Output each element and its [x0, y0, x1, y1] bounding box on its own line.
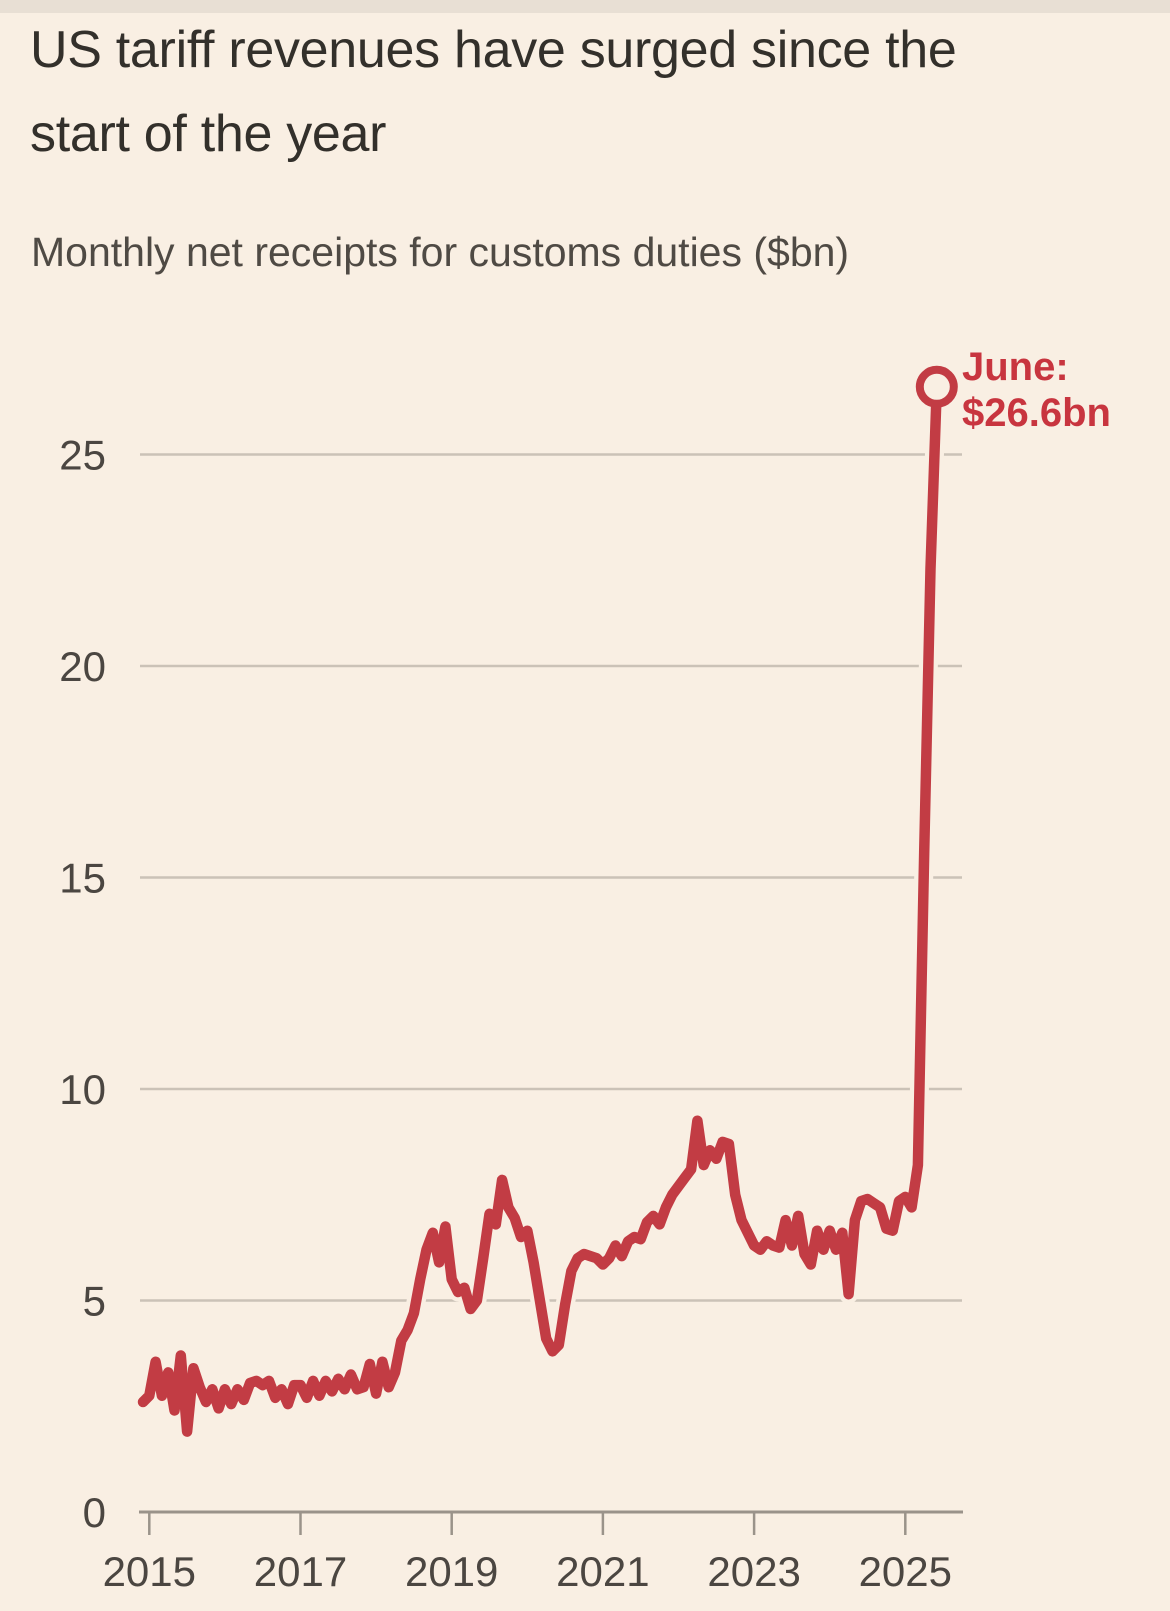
y-tick-label-25: 25 — [59, 432, 106, 479]
peak-annotation: June: $26.6bn — [962, 344, 1111, 436]
x-tick-label-2019: 2019 — [405, 1548, 498, 1595]
y-tick-label-15: 15 — [59, 855, 106, 902]
chart-title-line-1: US tariff revenues have surged since the — [30, 21, 957, 79]
chart-title: US tariff revenues have surged since the… — [30, 8, 1135, 176]
x-tick-label-2023: 2023 — [707, 1548, 800, 1595]
top-edge — [0, 0, 1170, 13]
x-tick-label-2015: 2015 — [103, 1548, 196, 1595]
y-tick-label-5: 5 — [83, 1278, 106, 1325]
y-tick-label-10: 10 — [59, 1066, 106, 1113]
end-marker — [915, 365, 958, 408]
y-tick-label-20: 20 — [59, 643, 106, 690]
x-tick-label-2017: 2017 — [254, 1548, 347, 1595]
x-tick-label-2025: 2025 — [859, 1548, 952, 1595]
y-tick-label-0: 0 — [83, 1489, 106, 1536]
series-line — [137, 381, 943, 1437]
peak-annotation-value: $26.6bn — [962, 391, 1111, 435]
x-tick-label-2021: 2021 — [556, 1548, 649, 1595]
chart-title-line-2: start of the year — [30, 105, 387, 163]
chart-subtitle: Monthly net receipts for customs duties … — [31, 229, 850, 275]
peak-annotation-month: June: — [962, 345, 1069, 389]
